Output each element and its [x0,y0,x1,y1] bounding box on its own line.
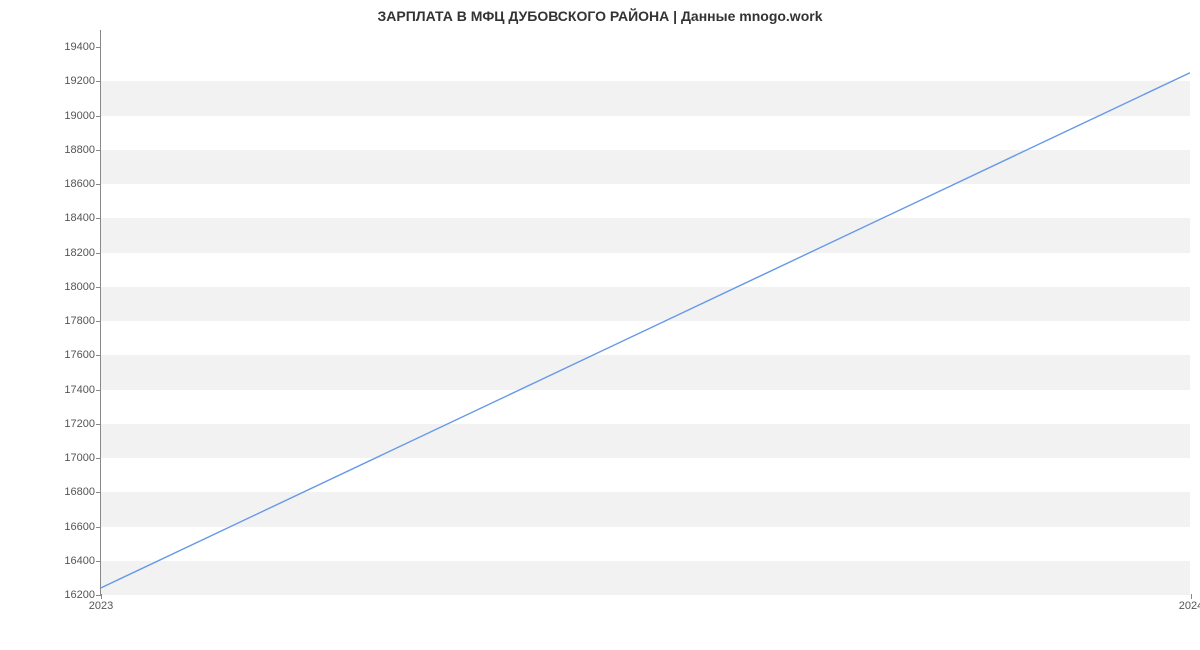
x-tick-mark [101,594,102,599]
plot-area: 1620016400166001680017000172001740017600… [100,30,1190,595]
salary-line-chart: ЗАРПЛАТА В МФЦ ДУБОВСКОГО РАЙОНА | Данны… [0,0,1200,650]
line-layer [101,30,1190,594]
x-tick-label: 2024 [1179,594,1200,612]
series-salary [101,73,1190,588]
x-tick-mark [1191,594,1192,599]
chart-title: ЗАРПЛАТА В МФЦ ДУБОВСКОГО РАЙОНА | Данны… [0,8,1200,24]
